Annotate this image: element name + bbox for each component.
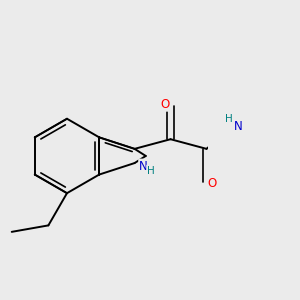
Text: H: H [147, 166, 155, 176]
Text: O: O [160, 98, 169, 111]
Text: N: N [139, 160, 148, 172]
Text: N: N [234, 120, 242, 133]
Text: O: O [208, 177, 217, 190]
Text: H: H [225, 114, 233, 124]
